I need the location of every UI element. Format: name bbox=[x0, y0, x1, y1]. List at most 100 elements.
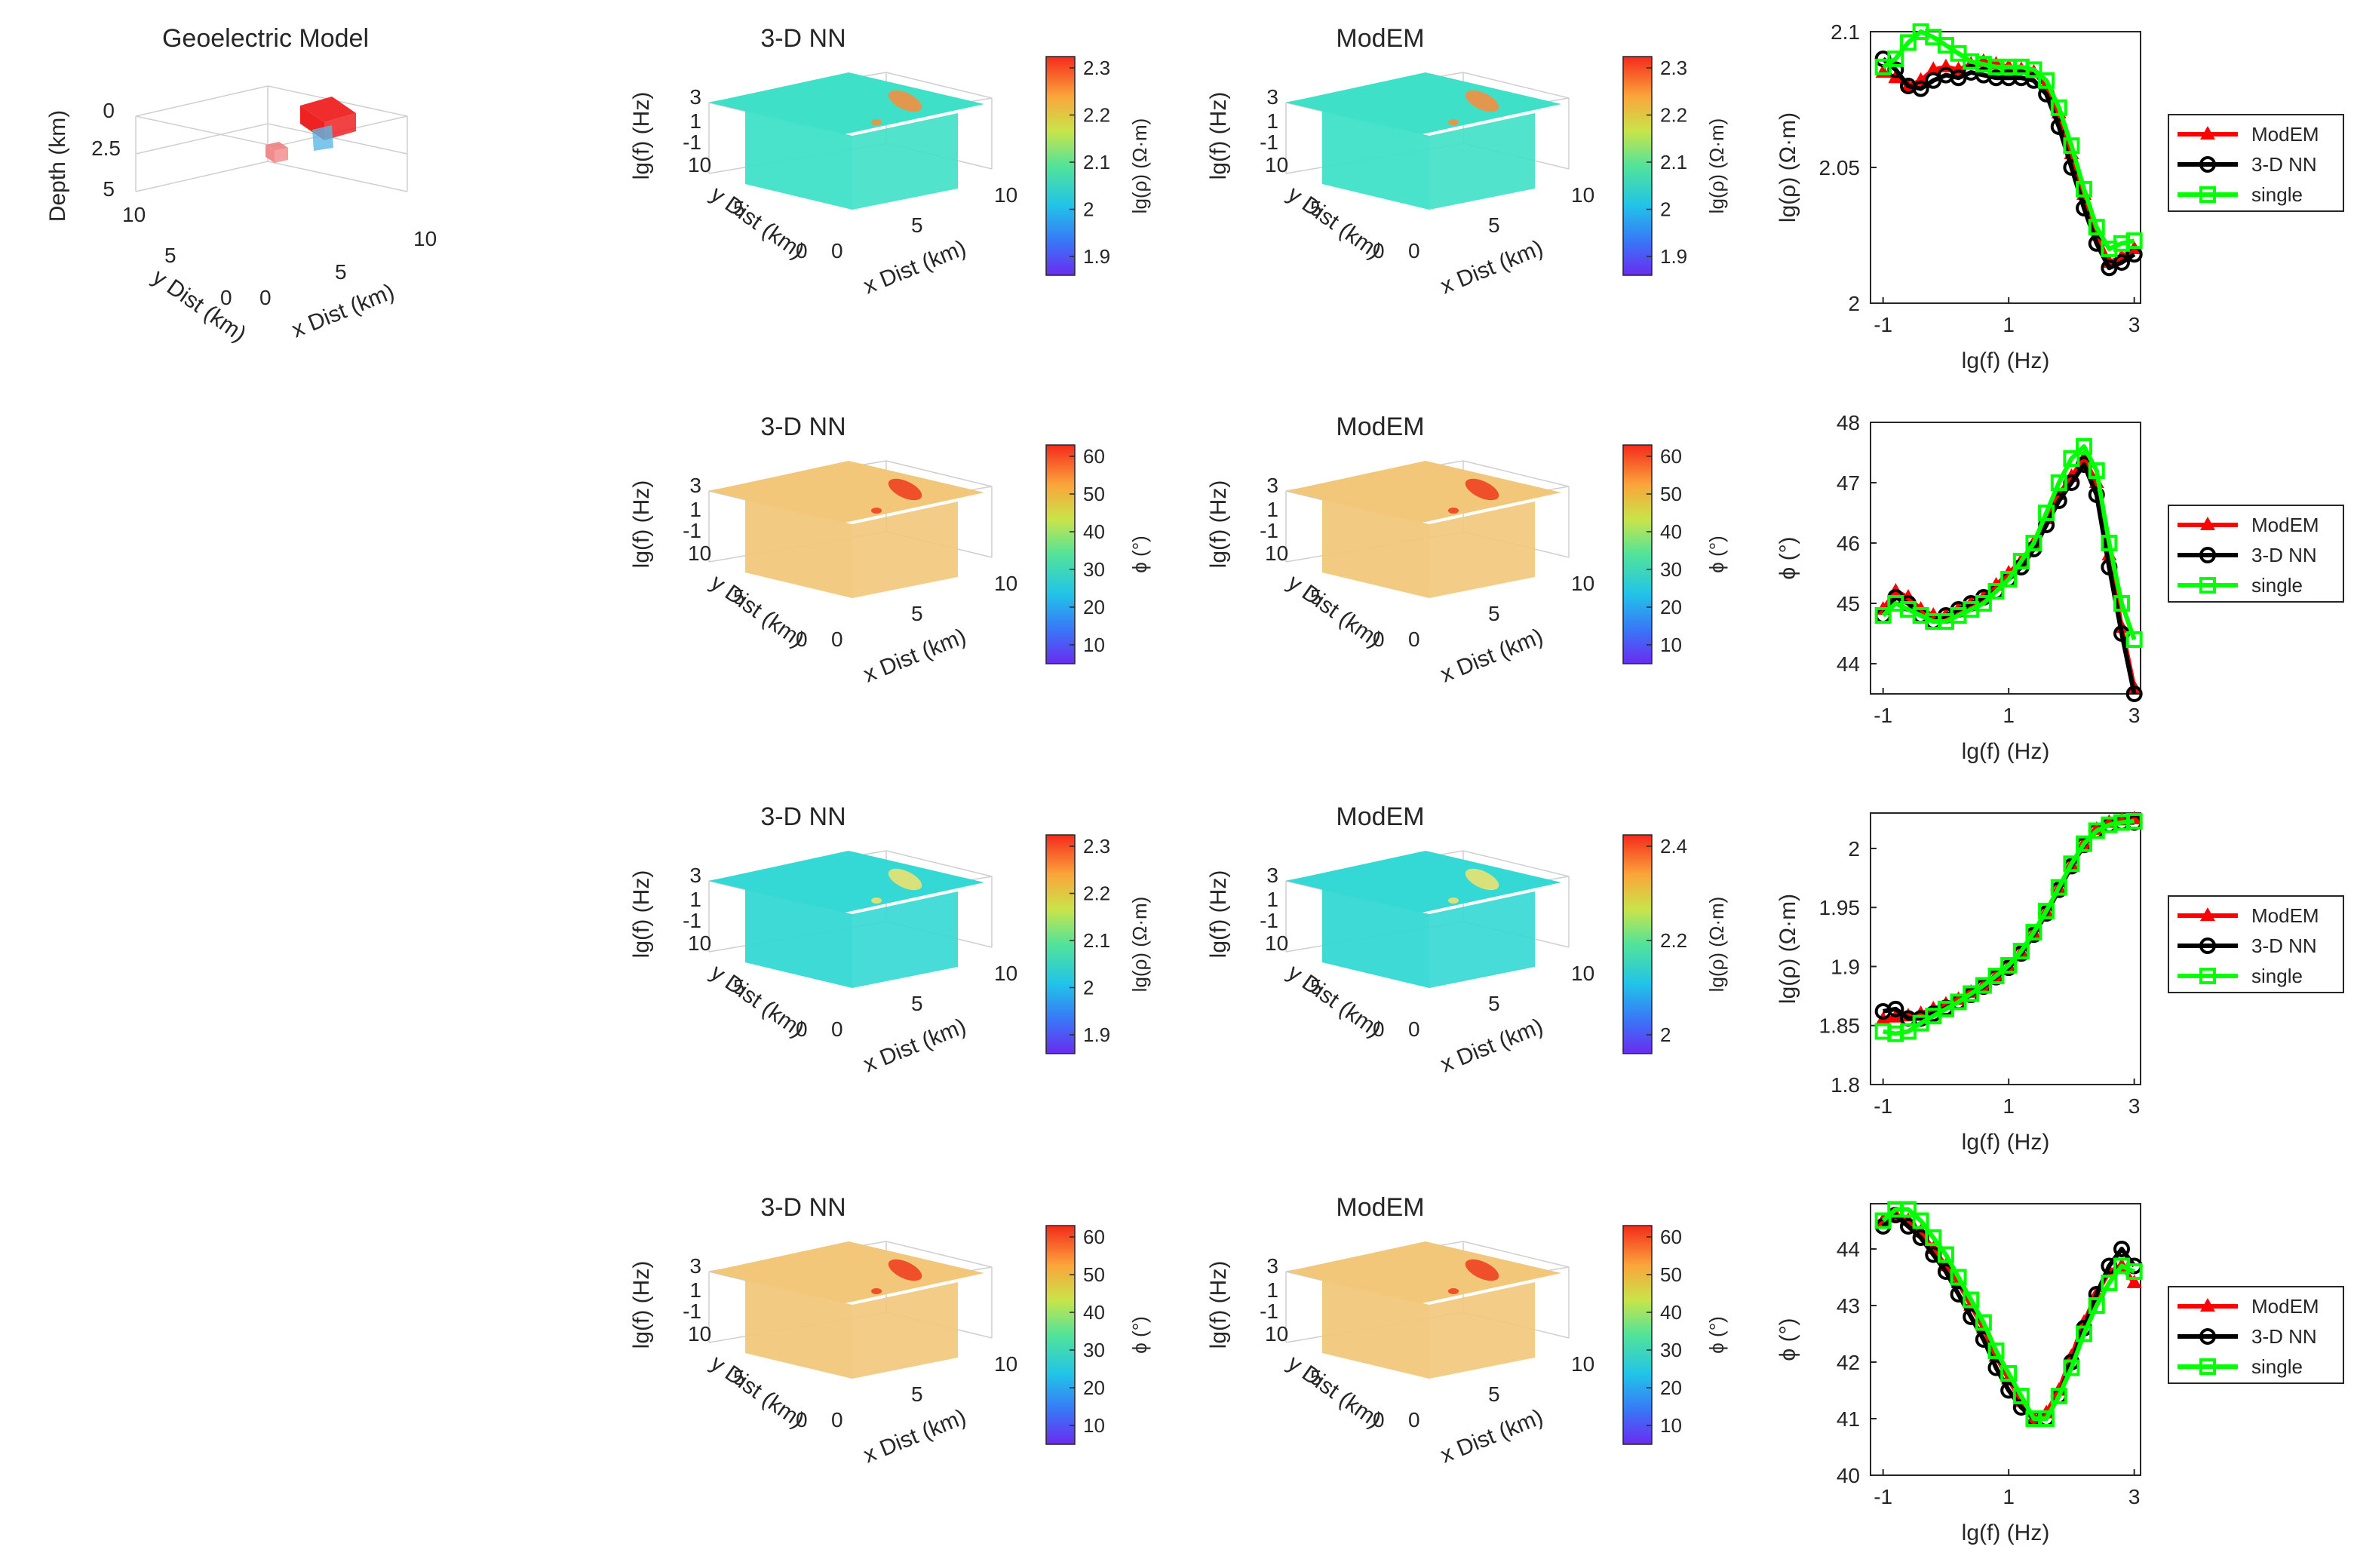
legend: ModEM 3-D NN single bbox=[2168, 505, 2344, 603]
marker-square bbox=[2063, 450, 2080, 467]
anomaly-small bbox=[871, 119, 882, 125]
colorbar-tick-label: 60 bbox=[1660, 445, 1682, 468]
x-tick: 0 bbox=[831, 1408, 843, 1431]
series-line bbox=[1883, 816, 2135, 1022]
marker-square bbox=[1950, 1269, 1967, 1286]
x-tick-label: 1 bbox=[2003, 1485, 2015, 1508]
legend-label: single bbox=[2251, 183, 2303, 206]
colorbar-tick-label: 2.3 bbox=[1083, 835, 1110, 858]
y-tick: 0 bbox=[796, 1408, 808, 1431]
x-tick: 5 bbox=[1488, 602, 1500, 625]
x-tick-label: 1 bbox=[2003, 313, 2015, 336]
plot-frame bbox=[1870, 422, 2141, 695]
marker-circle bbox=[2113, 254, 2131, 271]
x-axis-label: x Dist (km) bbox=[860, 1014, 969, 1077]
anomaly-small bbox=[1448, 1288, 1459, 1294]
geo-model-box bbox=[135, 85, 408, 192]
colorbar-tick-label: 2.4 bbox=[1660, 835, 1687, 858]
marker-square bbox=[2012, 1388, 2030, 1404]
colorbar-tick-label: 2.2 bbox=[1083, 882, 1110, 905]
y-slice bbox=[1322, 888, 1429, 988]
z-tick: 1 bbox=[1266, 109, 1278, 133]
anomaly-main bbox=[1465, 90, 1499, 112]
anomaly-small bbox=[871, 508, 882, 514]
marker-square bbox=[2050, 879, 2067, 896]
legend: ModEM 3-D NN single bbox=[2168, 895, 2344, 993]
z-axis-label: lg(f) (Hz) bbox=[629, 92, 654, 180]
anomaly-small bbox=[1448, 119, 1459, 125]
legend-label: ModEM bbox=[2251, 1295, 2319, 1318]
x-tick: 5 bbox=[1488, 213, 1500, 237]
z-tick: -1 bbox=[683, 130, 701, 154]
z-tick: 1 bbox=[1266, 888, 1278, 911]
x-slice bbox=[852, 1282, 958, 1379]
marker-circle bbox=[1887, 1000, 1904, 1017]
colorbar-tick-label: 1.9 bbox=[1083, 245, 1110, 268]
colorbar-tick-label: 30 bbox=[1083, 558, 1105, 581]
z-axis-label: lg(f) (Hz) bbox=[629, 480, 654, 569]
y-tick-label: 1.9 bbox=[1831, 955, 1860, 978]
marker-triangle bbox=[2200, 1298, 2215, 1312]
marker-square bbox=[2038, 505, 2055, 521]
x-tick: 5 bbox=[1488, 1382, 1500, 1406]
marker-square bbox=[2125, 232, 2143, 250]
y-tick: 5 bbox=[733, 585, 745, 609]
x-tick: 10 bbox=[1571, 962, 1594, 985]
colorbar bbox=[1045, 1225, 1076, 1445]
colorbar bbox=[1622, 56, 1653, 276]
nn-panel-title: 3-D NN bbox=[760, 802, 846, 831]
marker-square bbox=[1987, 583, 2005, 600]
geo-z-tick: 0 bbox=[103, 99, 115, 122]
marker-circle bbox=[2199, 547, 2216, 563]
marker-square bbox=[2101, 1275, 2118, 1291]
colorbar-tick-label: 50 bbox=[1083, 1263, 1105, 1286]
colorbar-tick-label: 2.1 bbox=[1083, 151, 1110, 173]
x-slice bbox=[852, 113, 958, 210]
x-tick: 10 bbox=[1571, 572, 1594, 595]
y-tick: 5 bbox=[1310, 197, 1322, 220]
anomaly-small bbox=[1448, 508, 1459, 514]
colorbar-tick-label: 30 bbox=[1660, 558, 1682, 581]
curve-panels: -1 1 322.052.1lg(f) (Hz)lg(ρ) (Ω·m) ModEM3-… bbox=[1775, 20, 2344, 1545]
curve-panel: -1 1 3 2 2.05 2.1 lg(f) (Hz) lg(ρ) (Ω·m) ModEM 3-… bbox=[1775, 20, 2344, 373]
marker-square bbox=[1899, 1201, 1917, 1218]
x-axis-label: lg(f) (Hz) bbox=[1962, 1520, 2050, 1545]
marker-square bbox=[2076, 180, 2093, 198]
colorbar-tick-label: 60 bbox=[1083, 445, 1105, 468]
y-tick-label: 41 bbox=[1837, 1407, 1860, 1431]
colorbar-tick-label: 60 bbox=[1083, 1226, 1105, 1248]
y-tick: 0 bbox=[1373, 628, 1385, 651]
box-edge bbox=[885, 1241, 993, 1268]
x-tick: 5 bbox=[1488, 992, 1500, 1015]
marker-triangle bbox=[2200, 517, 2215, 530]
series-line bbox=[1881, 57, 2136, 271]
marker-circle bbox=[2125, 686, 2143, 702]
legend-label: 3-D NN bbox=[2251, 544, 2317, 566]
marker-square bbox=[2025, 535, 2042, 551]
legend-label: 3-D NN bbox=[2251, 153, 2317, 176]
plot-frame bbox=[1870, 812, 2141, 1085]
y-tick-label: 1.8 bbox=[1831, 1073, 1860, 1097]
modem-panel-title: ModEM bbox=[1336, 413, 1424, 441]
marker-triangle bbox=[1926, 61, 1941, 75]
x-slice bbox=[1429, 502, 1535, 598]
colorbar-tick-label: 30 bbox=[1660, 1339, 1682, 1361]
colorbar-tick-label: 50 bbox=[1660, 1263, 1682, 1286]
colorbar-tick-label: 40 bbox=[1660, 520, 1682, 543]
x-tick: 10 bbox=[994, 1352, 1017, 1376]
marker-square bbox=[2050, 99, 2067, 116]
marker-square bbox=[2076, 835, 2093, 852]
x-axis-label: x Dist (km) bbox=[1437, 624, 1546, 687]
colorbar-label: ϕ (°) bbox=[1705, 1316, 1728, 1354]
geo-y-tick: 0 bbox=[220, 286, 232, 309]
marker-square bbox=[1975, 595, 1992, 612]
x-axis-label: lg(f) (Hz) bbox=[1962, 348, 2050, 373]
colorbar-label: lg(ρ) (Ω·m) bbox=[1705, 897, 1728, 993]
marker-circle bbox=[1912, 80, 1929, 97]
legend-label: 3-D NN bbox=[2251, 1325, 2317, 1348]
colorbar-tick-label: 2.3 bbox=[1660, 57, 1687, 79]
colorbar-tick-label: 40 bbox=[1660, 1301, 1682, 1324]
